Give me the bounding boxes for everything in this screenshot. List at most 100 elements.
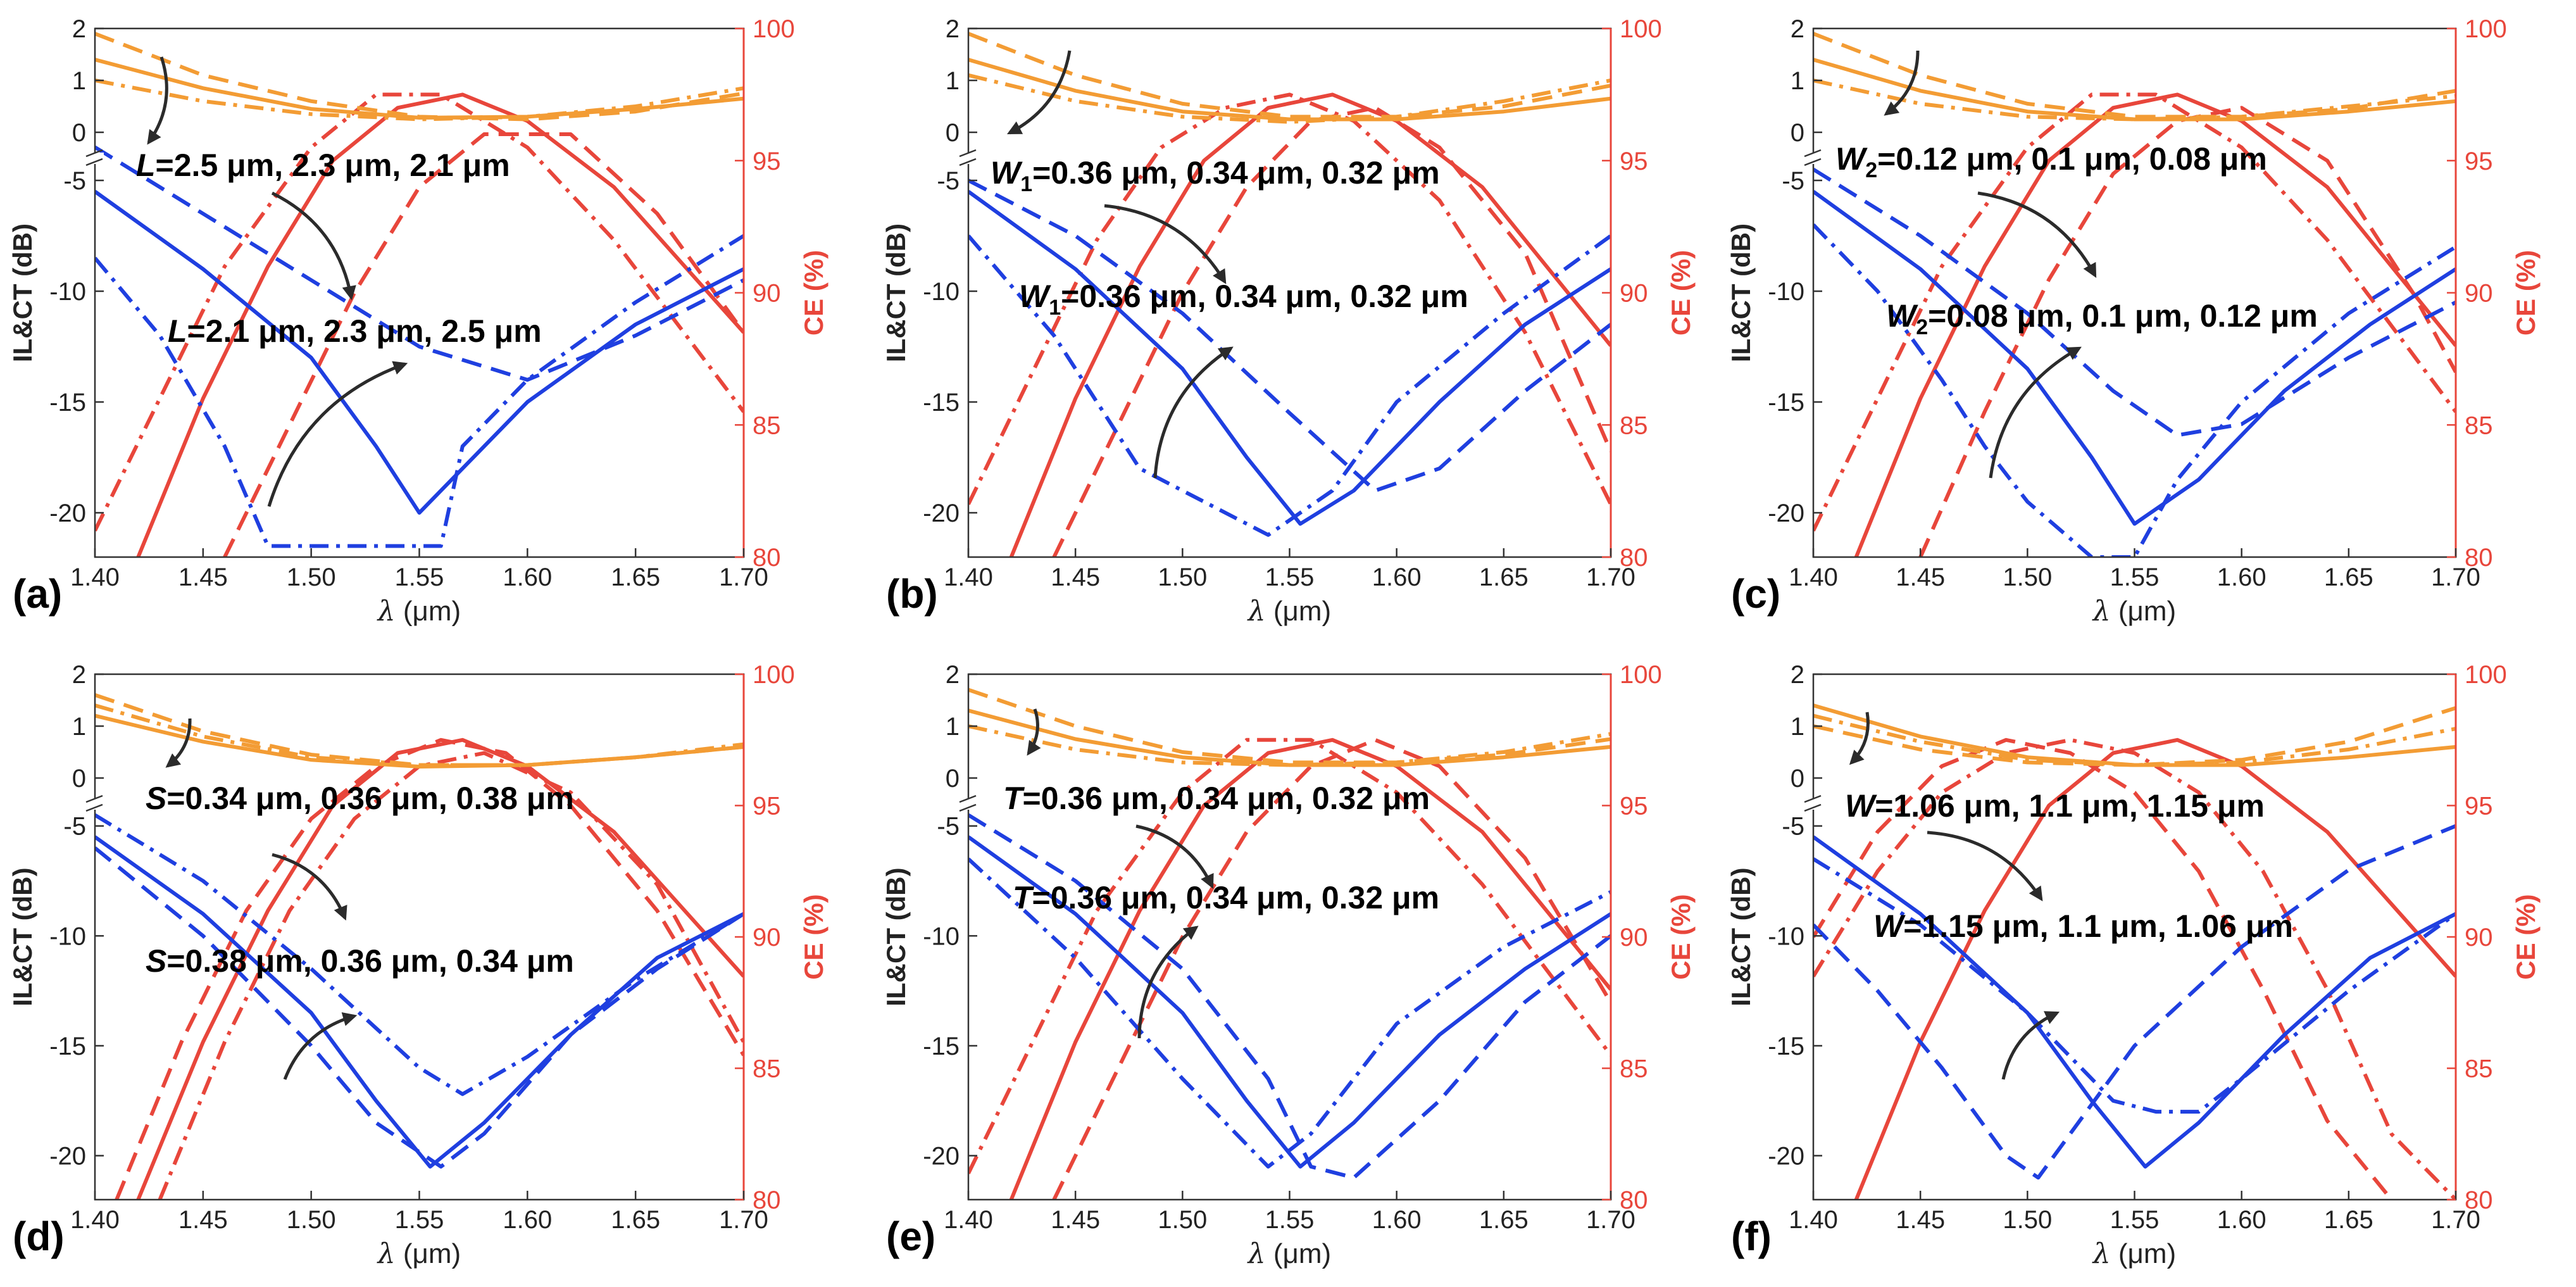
- y-tick-label: -5: [63, 167, 86, 195]
- x-tick-label: 1.40: [1789, 1206, 1838, 1234]
- x-tick-label: 1.45: [178, 1206, 228, 1234]
- x-axis-label: λ (μm): [1247, 1238, 1331, 1270]
- x-tick-label: 1.45: [1896, 563, 1945, 591]
- trend-arrow: [1135, 824, 1214, 889]
- y-tick-label: 2: [72, 15, 86, 43]
- series-ce-solid: [136, 92, 744, 557]
- panel-label: (e): [886, 1214, 935, 1259]
- x-tick-label: 1.60: [2217, 563, 2267, 591]
- parameter-annotation: W1=0.36 μm, 0.34 μm, 0.32 μm: [1019, 279, 1468, 320]
- y-tick-label: -10: [923, 922, 960, 950]
- ce-tick-label: 85: [753, 1055, 781, 1083]
- ce-tick-label: 100: [1620, 15, 1662, 43]
- series-il-solid: [968, 58, 1611, 122]
- x-tick-label: 1.60: [1372, 1206, 1422, 1234]
- y-tick-label: -20: [49, 499, 86, 527]
- x-tick-label: 1.60: [1372, 563, 1422, 591]
- y-tick-label: -15: [923, 1033, 960, 1060]
- x-tick-label: 1.55: [1265, 1206, 1315, 1234]
- x-tick-label: 1.40: [1789, 563, 1838, 591]
- plot-area: [95, 32, 744, 557]
- x-tick-label: 1.55: [2110, 1206, 2160, 1234]
- x-tick-label: 1.70: [719, 1206, 768, 1234]
- y-tick-label: 1: [72, 67, 86, 95]
- panel-b: 1.40 1.45 1.50 1.55 1.60 1.65 1.70 2 1 0 -5 -10 -15 -…: [881, 15, 1696, 627]
- trend-arrow: [2001, 1011, 2060, 1080]
- ce-tick-label: 80: [1620, 1186, 1648, 1214]
- trend-arrow: [147, 56, 168, 145]
- series-ct-solid: [968, 190, 1611, 526]
- panel-label: (d): [13, 1214, 65, 1259]
- ce-tick-label: 85: [1620, 411, 1648, 439]
- ce-tick-label: 95: [2465, 148, 2493, 175]
- series-ce-dashed: [1052, 106, 1611, 557]
- y-axis-label: IL&CT (dB): [1726, 867, 1756, 1006]
- panel-label: (c): [1731, 571, 1780, 617]
- ce-tick-label: 95: [2465, 793, 2493, 820]
- ce-axis-label: CE (%): [2511, 250, 2541, 336]
- ce-tick-label: 95: [753, 793, 781, 820]
- y-tick-label: -15: [49, 1033, 86, 1060]
- x-tick-label: 1.40: [944, 563, 993, 591]
- series-ct-dashdot: [95, 234, 744, 548]
- y-tick-label: -15: [1768, 1033, 1804, 1060]
- trend-arrow: [271, 191, 356, 301]
- series-ce-solid: [1854, 92, 2456, 557]
- series-il-dashed: [968, 32, 1611, 119]
- trend-arrow: [1137, 926, 1199, 1039]
- y-tick-label: 0: [946, 765, 960, 793]
- ce-tick-label: 80: [753, 1186, 781, 1214]
- x-tick-label: 1.70: [2431, 563, 2480, 591]
- panel-e: 1.40 1.45 1.50 1.55 1.60 1.65 1.70 2 1 0 -5 -10 -15 -…: [881, 661, 1696, 1270]
- ce-tick-label: 85: [2465, 411, 2493, 439]
- x-tick-label: 1.70: [2431, 1206, 2480, 1234]
- x-axis-label: λ (μm): [2092, 595, 2176, 627]
- ce-tick-label: 85: [753, 411, 781, 439]
- parameter-annotation: W2=0.12 μm, 0.1 μm, 0.08 μm: [1835, 141, 2267, 182]
- y-tick-label: -5: [937, 813, 960, 841]
- panel-label: (b): [886, 571, 938, 617]
- y-tick-label: 1: [1791, 67, 1804, 95]
- ce-tick-label: 100: [1620, 661, 1662, 689]
- x-tick-label: 1.55: [395, 1206, 444, 1234]
- parameter-annotation: W2=0.08 μm, 0.1 μm, 0.12 μm: [1886, 298, 2318, 339]
- panel-c: 1.40 1.45 1.50 1.55 1.60 1.65 1.70 2 1 0 -5 -10 -15 -…: [1726, 15, 2541, 627]
- trend-arrow: [1153, 346, 1234, 479]
- plot-area: [968, 32, 1611, 557]
- y-tick-label: 2: [946, 15, 960, 43]
- axis-break: [959, 794, 977, 812]
- series-il-solid: [1813, 703, 2456, 767]
- ce-axis-label: CE (%): [1666, 250, 1696, 336]
- series-ce-dashdot: [968, 92, 1611, 505]
- series-il-dashdot: [968, 724, 1611, 767]
- y-tick-label: 1: [1791, 713, 1804, 741]
- y-tick-label: -5: [1782, 167, 1804, 195]
- series-ct-solid: [95, 835, 744, 1169]
- y-tick-label: -5: [937, 167, 960, 195]
- trend-arrow: [165, 718, 192, 768]
- ce-tick-label: 100: [753, 661, 795, 689]
- ce-tick-label: 90: [753, 280, 781, 308]
- x-tick-label: 1.60: [503, 563, 552, 591]
- series-ce-dashed: [115, 738, 744, 1200]
- ce-tick-label: 90: [2465, 280, 2493, 308]
- y-tick-label: -10: [1768, 922, 1804, 950]
- y-tick-label: -15: [923, 389, 960, 417]
- x-axis-label: λ (μm): [1247, 595, 1331, 627]
- axis-break: [1804, 794, 1822, 812]
- plot-area: [968, 687, 1611, 1200]
- x-tick-label: 1.45: [1051, 563, 1100, 591]
- series-ct-dashed: [968, 813, 1611, 1180]
- y-tick-label: -10: [49, 278, 86, 306]
- axis-break: [959, 149, 977, 166]
- y-tick-label: 2: [1791, 661, 1804, 689]
- x-tick-label: 1.50: [287, 563, 336, 591]
- y-tick-label: 0: [1791, 765, 1804, 793]
- x-tick-label: 1.50: [2003, 1206, 2052, 1234]
- y-tick-label: 0: [1791, 119, 1804, 147]
- x-tick-label: 1.70: [1586, 1206, 1635, 1234]
- y-tick-label: -20: [923, 499, 960, 527]
- x-tick-label: 1.65: [611, 1206, 660, 1234]
- y-tick-label: 0: [72, 765, 86, 793]
- series-ct-dashed: [1813, 824, 2456, 1180]
